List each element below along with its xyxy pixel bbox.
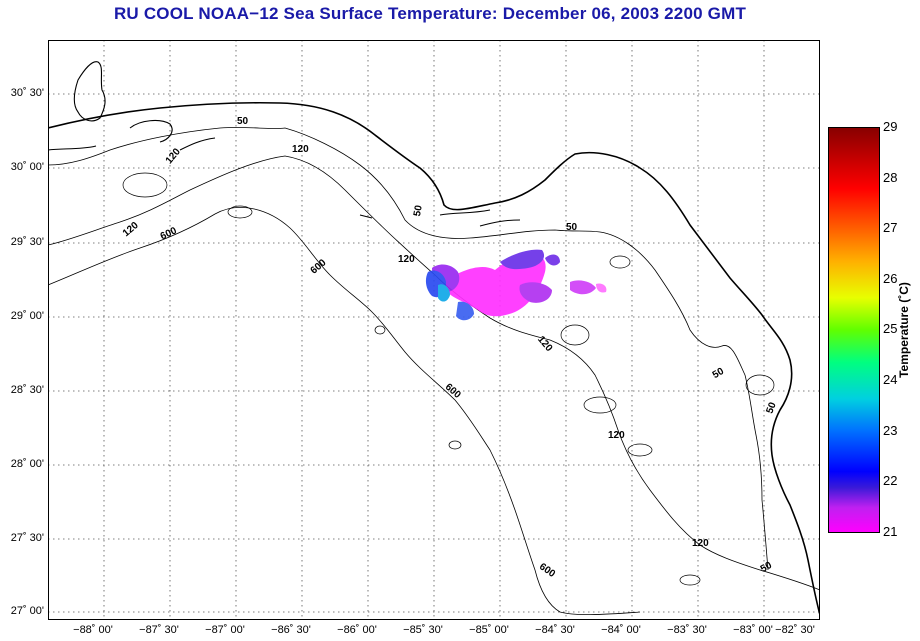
colorbar-tick: 28 xyxy=(883,170,898,185)
colorbar xyxy=(828,127,880,533)
contour-label: 50 xyxy=(759,560,775,575)
contour-label: 50 xyxy=(711,366,727,381)
isobath-loops xyxy=(122,172,775,586)
lat-label: 27˚ 30' xyxy=(10,532,44,544)
lon-label: −86˚ 00' xyxy=(337,624,377,636)
isobath-50 xyxy=(48,127,769,571)
lat-label: 27˚ 00' xyxy=(10,605,44,617)
colorbar-tick: 29 xyxy=(883,119,898,134)
barrier-islands xyxy=(359,209,521,227)
map-frame xyxy=(48,40,820,620)
lon-label: −85˚ 00' xyxy=(469,624,509,636)
lat-label: 30˚ 00' xyxy=(10,161,44,173)
isobath-600 xyxy=(48,207,641,616)
contour-label: 120 xyxy=(608,430,625,441)
coastline-west xyxy=(48,61,216,151)
lon-label: −82˚ 30' xyxy=(775,624,815,636)
lat-label: 29˚ 30' xyxy=(10,236,44,248)
colorbar-tick: 25 xyxy=(883,321,898,336)
colorbar-tick: 23 xyxy=(883,423,898,438)
colorbar-title: Temperature (˚C) xyxy=(897,282,911,378)
lon-label: −84˚ 30' xyxy=(535,624,575,636)
colorbar-tick: 27 xyxy=(883,220,898,235)
contour-label: 50 xyxy=(412,204,425,217)
colorbar-tick: 24 xyxy=(883,372,898,387)
isobath-120 xyxy=(48,155,820,591)
lat-label: 30˚ 30' xyxy=(10,87,44,99)
lon-label: −83˚ 30' xyxy=(667,624,707,636)
lon-label: −84˚ 00' xyxy=(601,624,641,636)
lon-label: −85˚ 30' xyxy=(403,624,443,636)
lon-label: −88˚ 00' xyxy=(73,624,113,636)
sst-data-patch xyxy=(425,249,607,321)
lat-label: 29˚ 00' xyxy=(10,310,44,322)
lat-label: 28˚ 00' xyxy=(10,458,44,470)
page-title: RU COOL NOAA−12 Sea Surface Temperature:… xyxy=(113,4,747,23)
lat-label: 28˚ 30' xyxy=(10,384,44,396)
lon-label: −87˚ 00' xyxy=(205,624,245,636)
lon-label: −87˚ 30' xyxy=(139,624,179,636)
coastline xyxy=(48,101,820,616)
graticule xyxy=(48,40,820,620)
contour-label: 50 xyxy=(765,400,779,415)
contour-label: 120 xyxy=(398,254,415,265)
contour-label: 50 xyxy=(237,116,249,127)
lon-label: −83˚ 00' xyxy=(733,624,773,636)
contour-label: 120 xyxy=(292,144,309,155)
lon-label: −86˚ 30' xyxy=(271,624,311,636)
contour-label: 120 xyxy=(692,538,709,549)
colorbar-tick: 22 xyxy=(883,473,898,488)
colorbar-tick: 21 xyxy=(883,524,898,539)
colorbar-tick: 26 xyxy=(883,271,898,286)
contour-label: 50 xyxy=(566,222,578,233)
